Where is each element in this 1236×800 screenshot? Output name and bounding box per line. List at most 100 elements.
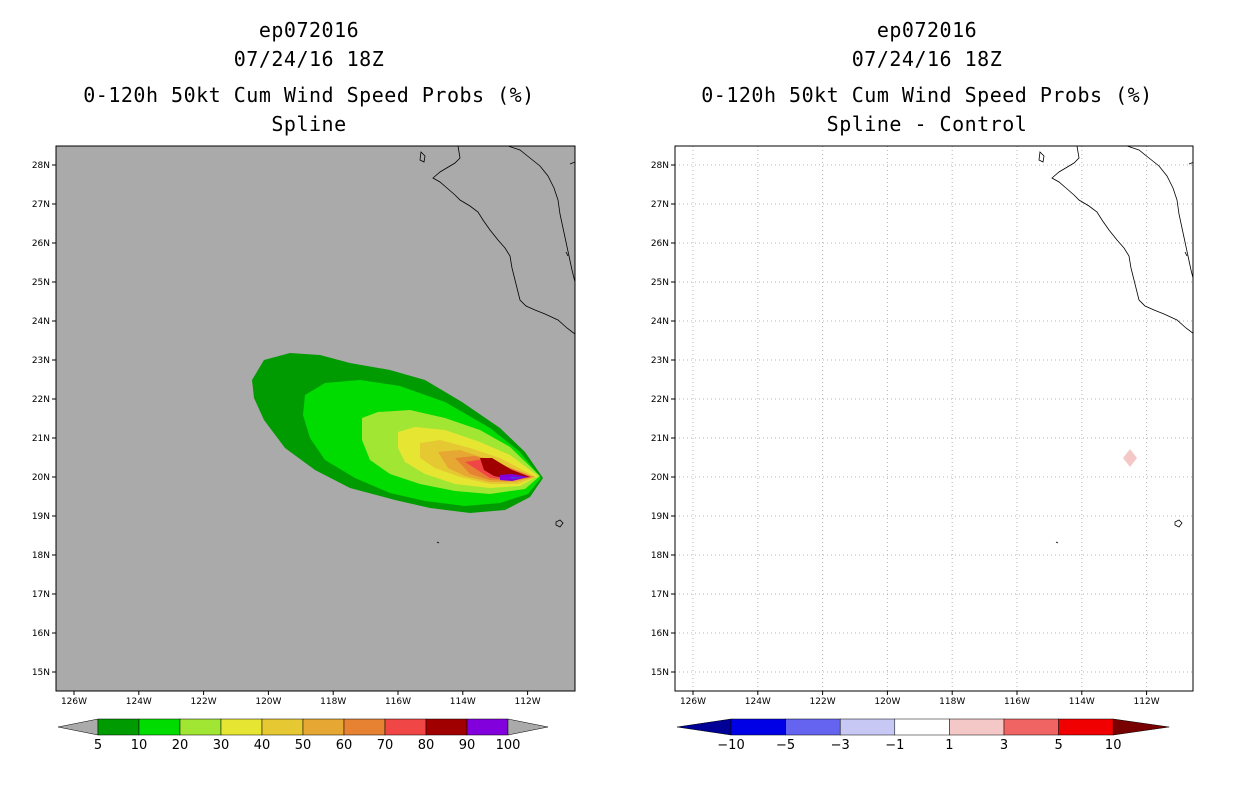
- probability-contours: [252, 353, 543, 513]
- lon-tick-label: 120W: [874, 697, 900, 707]
- colorbar-swatch: [302, 718, 345, 736]
- lat-tick-label: 26N: [32, 239, 50, 249]
- left-panel-title: ep072016 07/24/16 18Z 0-120h 50kt Cum Wi…: [0, 16, 618, 139]
- colorbar-label: 50: [295, 738, 312, 753]
- colorbar-label: 3: [1000, 738, 1008, 753]
- latitude-axis: 28N 27N 26N 25N 24N 23N 22N 21N 20N 19N 18N 17N 16N 1…: [32, 161, 56, 678]
- lat-tick-label: 16N: [651, 629, 669, 639]
- lon-tick-label: 120W: [255, 697, 281, 707]
- colorbar-label: −1: [885, 738, 904, 753]
- lon-tick-label: 126W: [61, 697, 87, 707]
- colorbar-low-arrow: [676, 718, 732, 736]
- colorbar-swatch: [1003, 718, 1059, 736]
- lon-tick-label: 114W: [450, 697, 476, 707]
- colorbar-swatch: [384, 718, 427, 736]
- lat-tick-label: 22N: [651, 395, 669, 405]
- lon-tick-label: 118W: [939, 697, 965, 707]
- colorbar-label: −10: [717, 738, 744, 753]
- colorbar-swatch: [949, 718, 1005, 736]
- lat-tick-label: 28N: [651, 161, 669, 171]
- lat-tick-label: 18N: [651, 551, 669, 561]
- probability-colorbar: 5 10 20 30 40 50 60 70 80 90 100: [57, 718, 549, 753]
- lat-tick-label: 27N: [651, 200, 669, 210]
- colorbar-high-arrow: [507, 718, 549, 736]
- colorbar-swatch: [894, 718, 950, 736]
- difference-colorbar: −10 −5 −3 −1 1 3 5 10: [676, 718, 1170, 753]
- colorbar-swatch: [425, 718, 468, 736]
- colorbar-label: 5: [1054, 738, 1062, 753]
- colorbar-label: −3: [831, 738, 850, 753]
- lat-tick-label: 27N: [32, 200, 50, 210]
- lat-tick-label: 24N: [651, 317, 669, 327]
- lat-tick-label: 25N: [651, 278, 669, 288]
- colorbar-swatch: [138, 718, 181, 736]
- lon-tick-label: 124W: [126, 697, 152, 707]
- lat-tick-label: 21N: [32, 434, 50, 444]
- lat-tick-label: 16N: [32, 629, 50, 639]
- colorbar-label: 100: [496, 738, 521, 753]
- colorbar-swatch: [261, 718, 304, 736]
- lat-tick-label: 21N: [651, 434, 669, 444]
- lat-tick-label: 26N: [651, 239, 669, 249]
- latitude-axis: 28N 27N 26N 25N 24N 23N 22N 21N 20N 19N 18N 17N 16N 1…: [651, 161, 675, 678]
- colorbar-swatch: [839, 718, 896, 736]
- lon-tick-label: 112W: [515, 697, 541, 707]
- colorbar-label: 90: [459, 738, 476, 753]
- difference-contour-1-3: [1123, 449, 1137, 467]
- lat-tick-label: 23N: [32, 356, 50, 366]
- left-map-panel: 28N 27N 26N 25N 24N 23N 22N 21N 20N 19N 18N 17N 16N 1…: [32, 145, 576, 753]
- lat-tick-label: 18N: [32, 551, 50, 561]
- colorbar-label: 1: [945, 738, 953, 753]
- lon-tick-label: 118W: [320, 697, 346, 707]
- map-frame: [674, 145, 1194, 692]
- forecast-time: 07/24/16 18Z: [233, 47, 385, 71]
- longitude-axis: 126W 124W 122W 120W 118W 116W 114W 112W: [680, 691, 1160, 707]
- lon-tick-label: 124W: [745, 697, 771, 707]
- lon-tick-label: 112W: [1134, 697, 1160, 707]
- lat-tick-label: 24N: [32, 317, 50, 327]
- colorbar-label: 30: [213, 738, 230, 753]
- lat-tick-label: 17N: [32, 590, 50, 600]
- colorbar-label: 60: [336, 738, 353, 753]
- colorbar-label: 70: [377, 738, 394, 753]
- lon-tick-label: 116W: [1004, 697, 1030, 707]
- contour-80: [480, 458, 530, 479]
- longitude-axis: 126W 124W 122W 120W 118W 116W 114W 112W: [61, 691, 541, 707]
- colorbar-label: 40: [254, 738, 271, 753]
- colorbar-label: 5: [94, 738, 102, 753]
- panel-subtitle: Spline - Control: [826, 112, 1028, 136]
- lat-tick-label: 23N: [651, 356, 669, 366]
- colorbar-swatch: [785, 718, 841, 736]
- lat-tick-label: 20N: [651, 473, 669, 483]
- lat-tick-label: 19N: [651, 512, 669, 522]
- lat-tick-label: 22N: [32, 395, 50, 405]
- colorbar-swatch: [220, 718, 263, 736]
- lon-tick-label: 116W: [385, 697, 411, 707]
- colorbar-label: 10: [1105, 738, 1122, 753]
- colorbar-swatch: [97, 718, 140, 736]
- colorbar-label: 20: [172, 738, 189, 753]
- panel-subtitle: Spline: [271, 112, 347, 136]
- colorbar-label: 80: [418, 738, 435, 753]
- lat-tick-label: 17N: [651, 590, 669, 600]
- colorbar-swatch: [466, 718, 509, 736]
- lat-tick-label: 15N: [32, 668, 50, 678]
- right-map-panel: 28N 27N 26N 25N 24N 23N 22N 21N 20N 19N 18N 17N 16N 1…: [651, 145, 1194, 753]
- colorbar-swatch: [730, 718, 786, 736]
- storm-id: ep072016: [258, 18, 360, 42]
- lat-tick-label: 20N: [32, 473, 50, 483]
- colorbar-swatch: [1058, 718, 1114, 736]
- lon-tick-label: 126W: [680, 697, 706, 707]
- colorbar-swatch: [179, 718, 222, 736]
- lat-tick-label: 28N: [32, 161, 50, 171]
- colorbar-label: −5: [776, 738, 795, 753]
- lon-tick-label: 114W: [1069, 697, 1095, 707]
- lon-tick-label: 122W: [191, 697, 217, 707]
- colorbar-label: 10: [131, 738, 148, 753]
- lat-tick-label: 19N: [32, 512, 50, 522]
- contour-100: [510, 477, 524, 479]
- right-panel-title: ep072016 07/24/16 18Z 0-120h 50kt Cum Wi…: [618, 16, 1236, 139]
- colorbar-swatch: [343, 718, 386, 736]
- grid-lines: [675, 146, 1193, 691]
- forecast-time: 07/24/16 18Z: [851, 47, 1003, 71]
